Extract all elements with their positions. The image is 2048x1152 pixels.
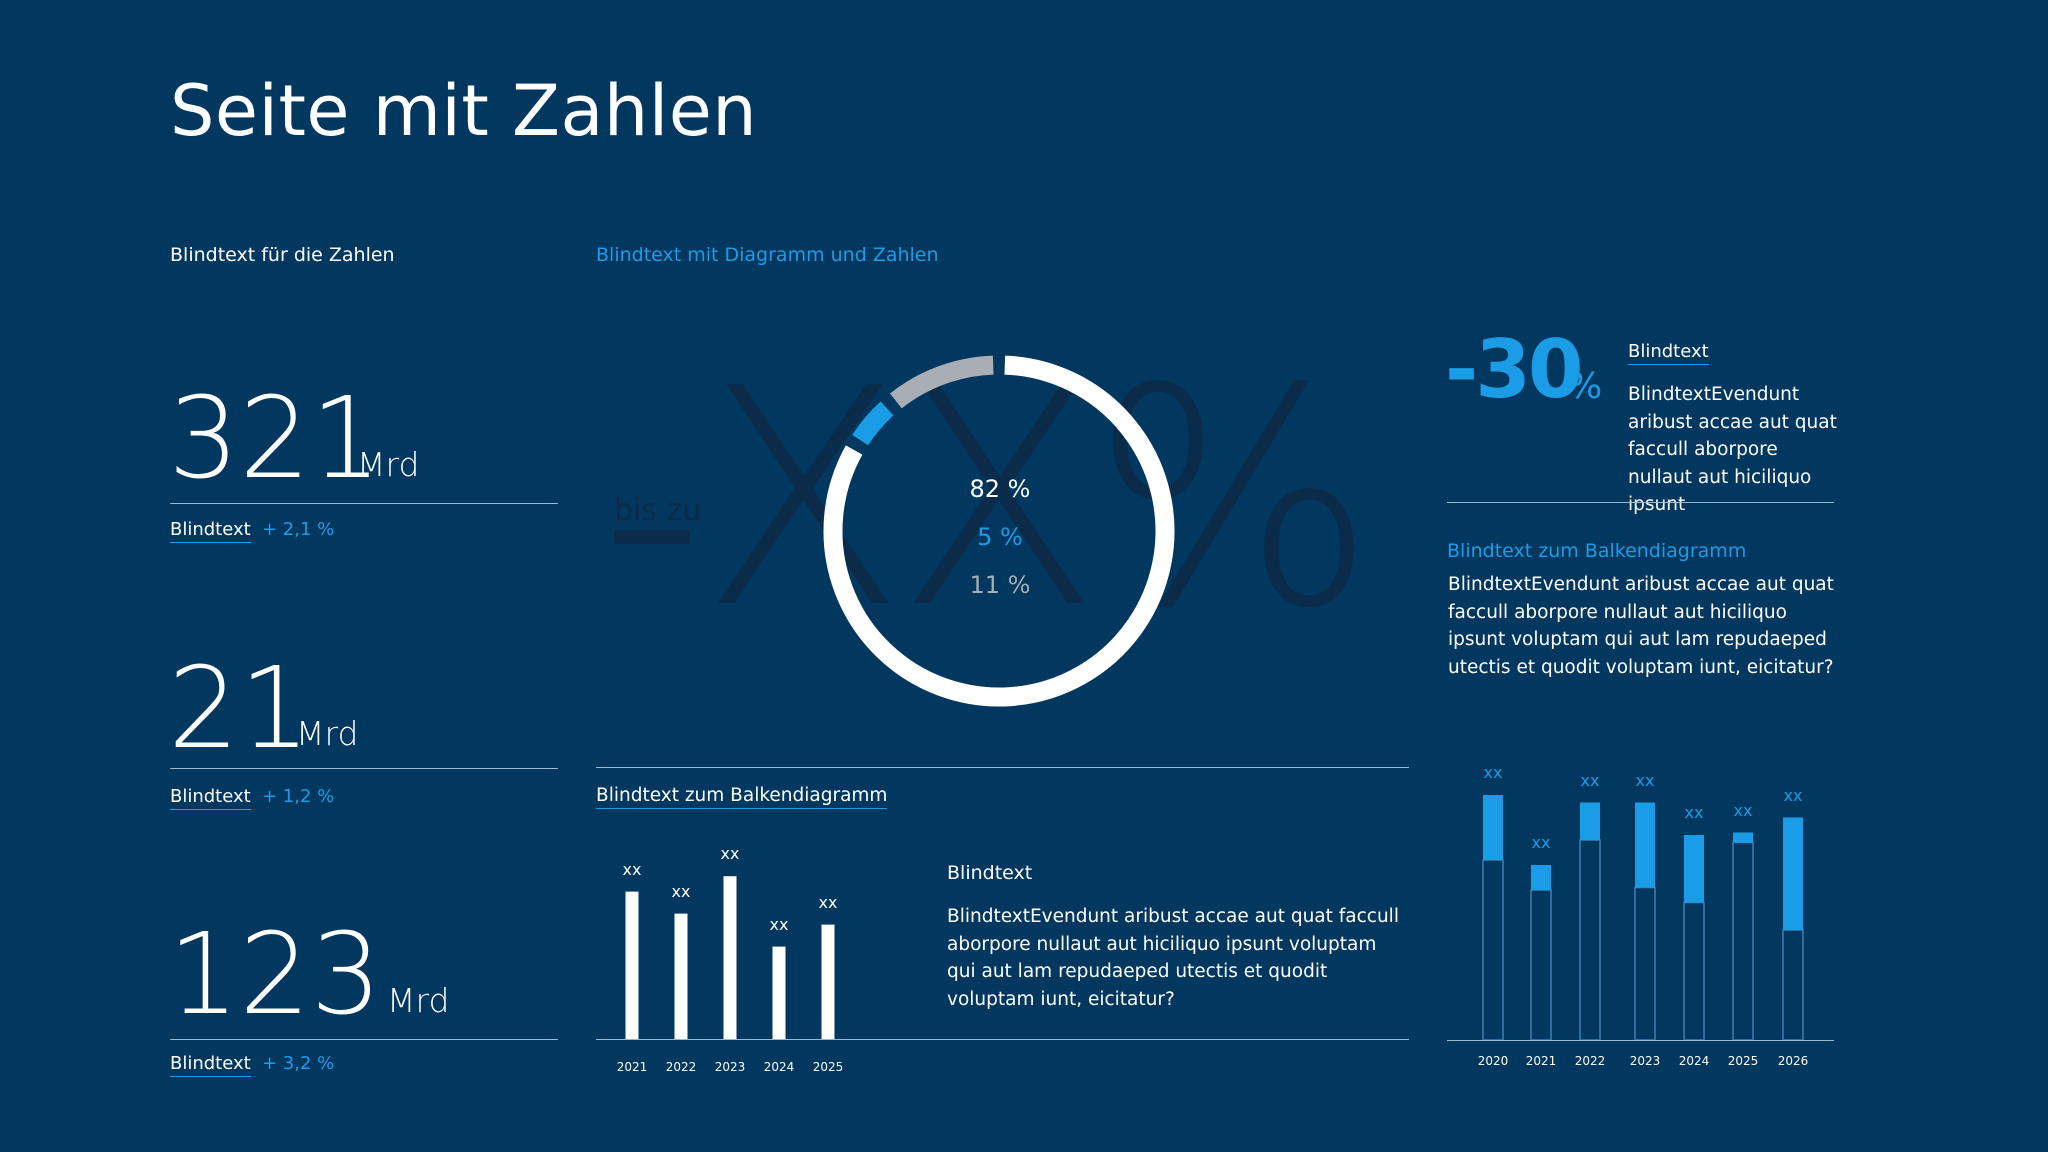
figure-value: 123: [168, 910, 382, 1040]
kpi-link[interactable]: Blindtext: [1628, 341, 1709, 365]
x-tick-label: 2021: [616, 1060, 648, 1074]
x-tick-label: 2025: [812, 1060, 844, 1074]
bar-data-label: xx: [671, 881, 691, 901]
bar: [821, 924, 835, 1039]
bar-data-label: xx: [818, 892, 838, 912]
bar-data-label: xx: [1635, 770, 1655, 790]
bar-segment-upper: [1580, 802, 1600, 840]
bar: [772, 946, 786, 1039]
chart-baseline: [1447, 1040, 1834, 1041]
bar-segment-lower: [1782, 929, 1804, 1041]
bar-text-body: BlindtextEvendunt aribust accae aut quat…: [947, 906, 1399, 1010]
bar-segment-lower: [1579, 839, 1601, 1041]
watermark-prefix: bis zu: [614, 493, 702, 528]
divider: [596, 767, 1409, 768]
x-tick-label: 2021: [1525, 1054, 1557, 1068]
bar: [625, 891, 639, 1039]
donut-segment-1: [823, 355, 1175, 707]
bar-data-label: xx: [1733, 800, 1753, 820]
bar-data-label: xx: [1531, 833, 1551, 852]
page-title: Seite mit Zahlen: [170, 70, 758, 152]
bar: [674, 913, 688, 1039]
chart-baseline: [596, 1039, 1409, 1040]
donut-segment-2: [852, 401, 894, 446]
donut-section-heading: Blindtext mit Diagramm und Zahlen: [596, 244, 939, 266]
figure-link[interactable]: Blindtext: [170, 786, 251, 810]
kpi-value: -30: [1445, 323, 1584, 416]
bar-segment-upper: [1733, 832, 1753, 843]
kpi-text: BlindtextEvendunt aribust accae aut quat…: [1628, 384, 1837, 515]
bar-data-label: xx: [769, 914, 789, 934]
x-tick-label: 2023: [1629, 1054, 1661, 1068]
bar-segment-lower: [1683, 901, 1705, 1041]
figure-link[interactable]: Blindtext: [170, 519, 251, 543]
bar-data-label: xx: [1684, 803, 1704, 822]
kpi-unit: %: [1568, 366, 1603, 407]
bar-data-label: xx: [1783, 785, 1803, 805]
x-tick-label: 2024: [1678, 1054, 1710, 1068]
watermark-value: XX%: [700, 325, 1376, 674]
bar-text-title: Blindtext: [947, 862, 1033, 884]
figure-delta: + 3,2 %: [262, 1053, 335, 1074]
right-bar-heading: Blindtext zum Balkendiagramm: [1447, 540, 1747, 562]
bar-segment-upper: [1635, 802, 1655, 888]
bar-segment-upper: [1684, 835, 1704, 903]
x-tick-label: 2025: [1727, 1054, 1759, 1068]
figure-unit: Mrd: [357, 445, 420, 484]
figure-value: 321: [168, 374, 382, 504]
x-tick-label: 2023: [714, 1060, 746, 1074]
figure-unit: Mrd: [296, 714, 359, 753]
bar-data-label: xx: [1483, 763, 1503, 782]
donut-label-white: 82 %: [969, 475, 1031, 503]
divider: [170, 1039, 558, 1040]
divider: [1447, 502, 1834, 503]
figure-unit: Mrd: [387, 981, 450, 1020]
bar-segment-lower: [1530, 889, 1552, 1041]
bar-segment-lower: [1732, 841, 1754, 1041]
figure-delta: + 1,2 %: [262, 786, 335, 807]
x-tick-label: 2024: [763, 1060, 795, 1074]
figure-link[interactable]: Blindtext: [170, 1053, 251, 1077]
x-tick-label: 2020: [1477, 1054, 1509, 1068]
bar-segment-upper: [1483, 795, 1503, 860]
bar-section-heading[interactable]: Blindtext zum Balkendiagramm: [596, 785, 888, 809]
bar-segment-lower: [1634, 886, 1656, 1041]
bar-data-label: xx: [1580, 770, 1600, 790]
figure-value: 21: [168, 644, 311, 774]
bar-data-label: xx: [720, 844, 740, 864]
bar-segment-upper: [1531, 865, 1551, 890]
left-column-heading: Blindtext für die Zahlen: [170, 244, 395, 266]
bar-data-label: xx: [622, 859, 642, 879]
figure-delta: + 2,1 %: [262, 519, 335, 540]
x-tick-label: 2026: [1777, 1054, 1809, 1068]
donut-label-blue: 5 %: [977, 523, 1023, 551]
bar-segment-upper: [1783, 817, 1803, 930]
donut-label-grey: 11 %: [969, 571, 1031, 599]
x-tick-label: 2022: [1574, 1054, 1606, 1068]
right-bar-text: BlindtextEvendunt aribust accae aut quat…: [1448, 574, 1834, 678]
x-tick-label: 2022: [665, 1060, 697, 1074]
divider: [170, 768, 558, 769]
donut-segment-3: [889, 355, 994, 409]
bar: [723, 876, 737, 1039]
watermark-bar: [614, 530, 690, 544]
divider: [170, 503, 558, 504]
bar-segment-lower: [1482, 859, 1504, 1041]
